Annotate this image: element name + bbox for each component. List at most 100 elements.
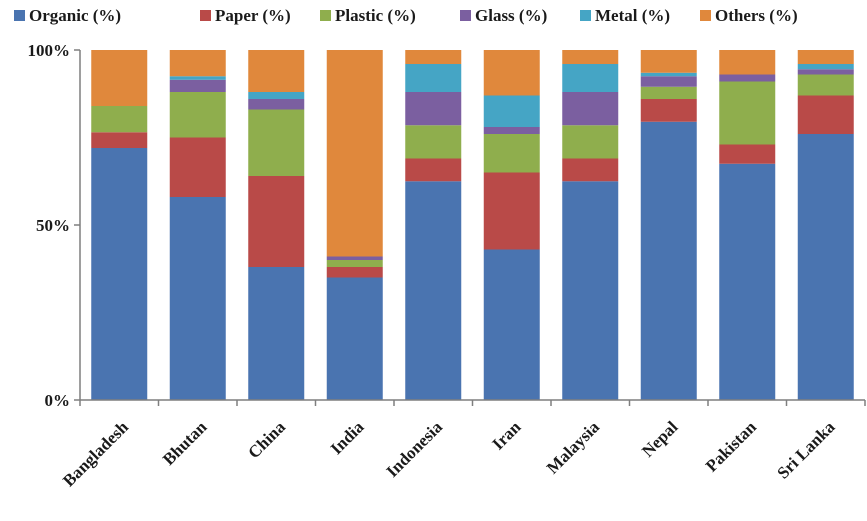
bar-segment-plastic bbox=[797, 74, 854, 96]
bar-group-indonesia bbox=[405, 50, 462, 400]
bar-segment-plastic bbox=[248, 109, 305, 176]
legend-label: Organic (%) bbox=[29, 6, 121, 25]
bar-group-bhutan bbox=[169, 50, 226, 400]
bar-segment-glass bbox=[405, 92, 462, 126]
bar-group-malaysia bbox=[562, 50, 619, 400]
bar-segment-plastic bbox=[326, 260, 383, 267]
bar-segment-others bbox=[719, 50, 776, 75]
bar-segment-organic bbox=[248, 267, 305, 400]
bar-segment-glass bbox=[169, 79, 226, 92]
bar-segment-others bbox=[640, 50, 697, 73]
legend-item-glass: Glass (%) bbox=[460, 6, 547, 25]
y-tick-label: 0% bbox=[45, 391, 71, 410]
bar-segment-organic bbox=[562, 181, 619, 400]
bar-segment-plastic bbox=[640, 86, 697, 99]
bar-segment-plastic bbox=[562, 125, 619, 159]
bar-segment-metal bbox=[640, 72, 697, 77]
x-tick-label: Pakistan bbox=[702, 417, 761, 476]
y-tick-label: 100% bbox=[28, 41, 71, 60]
legend-swatch bbox=[460, 10, 471, 21]
bar-segment-organic bbox=[405, 181, 462, 400]
bar-group-sri-lanka bbox=[797, 50, 854, 400]
bar-segment-organic bbox=[169, 197, 226, 400]
bar-segment-plastic bbox=[405, 125, 462, 159]
legend-swatch bbox=[14, 10, 25, 21]
bar-segment-glass bbox=[797, 69, 854, 75]
x-tick-label: Iran bbox=[488, 417, 525, 454]
x-tick-label: Malaysia bbox=[543, 417, 604, 478]
legend-item-metal: Metal (%) bbox=[580, 6, 670, 25]
bar-segment-glass bbox=[248, 99, 305, 110]
legend-label: Paper (%) bbox=[215, 6, 291, 25]
legend-label: Glass (%) bbox=[475, 6, 547, 25]
x-axis: Bangladesh Bhutan China India Indonesia Iran M… bbox=[59, 399, 866, 490]
bar-segment-organic bbox=[326, 277, 383, 400]
bar-segment-paper bbox=[483, 172, 540, 250]
bar-segment-paper bbox=[248, 176, 305, 267]
bar-segment-glass bbox=[326, 256, 383, 260]
bar-group-china bbox=[248, 50, 305, 400]
bar-segment-organic bbox=[797, 134, 854, 400]
y-axis: 0% 50% 100% bbox=[28, 41, 81, 410]
bar-segment-metal bbox=[248, 92, 305, 99]
bar-segment-glass bbox=[483, 127, 540, 134]
bar-segment-paper bbox=[169, 137, 226, 197]
bar-segment-metal bbox=[483, 95, 540, 127]
legend-label: Others (%) bbox=[715, 6, 798, 25]
bar-segment-metal bbox=[797, 64, 854, 70]
bar-segment-metal bbox=[562, 64, 619, 92]
legend-item-others: Others (%) bbox=[700, 6, 798, 25]
bar-segment-metal bbox=[405, 64, 462, 92]
bar-segment-plastic bbox=[719, 81, 776, 145]
x-tick-label: Sri Lanka bbox=[773, 417, 839, 483]
legend-swatch bbox=[700, 10, 711, 21]
legend-swatch bbox=[320, 10, 331, 21]
bar-segment-metal bbox=[169, 76, 226, 80]
bar-segment-paper bbox=[797, 95, 854, 134]
legend-item-organic: Organic (%) bbox=[14, 6, 121, 25]
bar-segment-organic bbox=[483, 249, 540, 400]
legend-label: Plastic (%) bbox=[335, 6, 416, 25]
bar-segment-plastic bbox=[91, 106, 148, 133]
bar-segment-others bbox=[169, 50, 226, 77]
bar-segment-organic bbox=[719, 163, 776, 400]
legend: Organic (%) Paper (%) Plastic (%) Glass (%)… bbox=[14, 6, 798, 25]
bar-group-iran bbox=[483, 50, 540, 400]
bar-segment-paper bbox=[91, 132, 148, 148]
bar-segment-paper bbox=[719, 144, 776, 164]
bar-segment-others bbox=[562, 50, 619, 64]
bars bbox=[91, 50, 854, 400]
x-tick-label: Bhutan bbox=[159, 417, 211, 469]
bar-segment-organic bbox=[640, 121, 697, 400]
x-tick-label: Nepal bbox=[638, 417, 682, 461]
x-tick-label: India bbox=[327, 417, 368, 458]
legend-label: Metal (%) bbox=[595, 6, 670, 25]
bar-group-india bbox=[326, 50, 383, 400]
y-tick-label: 50% bbox=[36, 216, 70, 235]
bar-segment-plastic bbox=[483, 134, 540, 173]
bar-segment-others bbox=[91, 50, 148, 106]
bar-group-pakistan bbox=[719, 50, 776, 400]
legend-swatch bbox=[580, 10, 591, 21]
bar-segment-paper bbox=[640, 99, 697, 122]
bar-group-nepal bbox=[640, 50, 697, 400]
legend-swatch bbox=[200, 10, 211, 21]
legend-item-plastic: Plastic (%) bbox=[320, 6, 416, 25]
legend-item-paper: Paper (%) bbox=[200, 6, 291, 25]
bar-segment-plastic bbox=[169, 92, 226, 138]
bar-segment-others bbox=[405, 50, 462, 64]
bar-segment-glass bbox=[719, 74, 776, 82]
x-tick-label: China bbox=[244, 417, 289, 462]
bar-segment-others bbox=[248, 50, 305, 92]
bar-segment-paper bbox=[562, 158, 619, 182]
bar-segment-paper bbox=[405, 158, 462, 182]
bar-segment-others bbox=[326, 50, 383, 257]
bar-segment-paper bbox=[326, 267, 383, 278]
bar-segment-glass bbox=[640, 76, 697, 87]
bar-segment-organic bbox=[91, 148, 148, 400]
bar-segment-glass bbox=[562, 92, 619, 126]
x-tick-label: Indonesia bbox=[383, 417, 447, 481]
bar-segment-others bbox=[797, 50, 854, 64]
x-tick-label: Bangladesh bbox=[59, 417, 132, 490]
